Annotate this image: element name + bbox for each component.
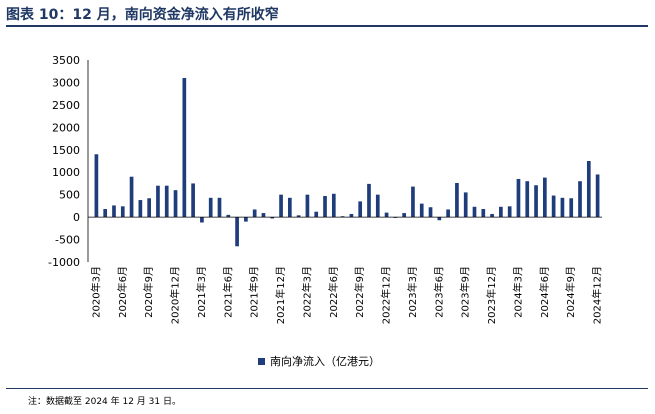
bar [147,198,151,218]
x-tick-label: 2021年3月 [195,266,208,318]
bar [323,196,327,218]
x-tick-label: 2022年12月 [380,266,393,324]
bar [367,183,371,218]
y-tick-label: 500 [59,189,80,202]
bar [305,194,310,218]
bar [208,197,213,218]
legend-swatch [258,358,265,365]
x-tick-label: 2024年9月 [564,266,577,318]
bar [331,193,336,218]
x-tick-label: 2023年3月 [406,266,419,318]
bar [384,212,389,218]
y-tick-label: 1000 [52,166,80,179]
bar [534,185,538,218]
bar [94,154,99,218]
y-tick-label: 2500 [52,99,80,112]
bar [490,213,494,218]
y-tick-label: -1000 [48,256,80,269]
bar [164,185,169,218]
bar [270,217,275,219]
bar [226,214,231,218]
bar [182,77,187,218]
bar [525,181,530,218]
bar [586,161,591,218]
x-tick-label: 2020年9月 [142,266,155,318]
bar [463,192,468,218]
bar [543,177,547,218]
bar [551,195,556,218]
bar [428,207,433,218]
x-tick-label: 2023年12月 [485,266,498,324]
bar [340,216,345,218]
bar [156,185,160,218]
y-tick-label: 3500 [52,54,80,67]
x-tick-label: 2024年6月 [538,266,551,318]
bar [499,206,503,218]
bar [419,203,424,218]
y-tick-label: 1500 [52,144,80,157]
x-tick-label: 2024年12月 [591,266,604,324]
bar [481,209,486,218]
x-tick-label: 2021年12月 [274,266,287,324]
note-divider [6,388,648,389]
footnote: 注：数据截至 2024 年 12 月 31 日。 [28,397,181,407]
x-tick-label: 2020年3月 [89,266,102,318]
bar [200,217,204,223]
x-tick-label: 2024年3月 [511,266,524,318]
bar [314,211,319,218]
bar [120,206,125,218]
bar [129,176,134,218]
bar [138,200,143,218]
bar [472,206,477,218]
bar [358,201,363,218]
x-tick-label: 2021年9月 [248,266,261,318]
bar [279,194,283,218]
bar [507,206,512,218]
legend-label: 南向净流入（亿港元） [270,354,380,368]
chart-title: 图表 10：12 月，南向资金净流入有所收窄 [6,7,279,23]
bar [173,190,178,218]
bar [402,213,406,218]
bar [217,197,222,218]
axis-lines [87,60,602,262]
bar [244,217,248,222]
bar [569,198,574,218]
x-tick-label: 2021年6月 [221,266,234,318]
bar [288,197,292,218]
bar [560,197,565,218]
x-tick-label: 2022年6月 [327,266,340,318]
x-tick-label: 2023年6月 [432,266,445,318]
y-axis: -1000 -500 0 500 1000 1500 2000 2500 3000 3500 [48,54,80,269]
bar [411,186,415,218]
bar [103,209,108,218]
bar [349,213,354,218]
bar [191,183,195,218]
bar [261,213,266,218]
bar [112,205,116,218]
y-tick-label: 3000 [52,76,80,89]
x-axis: 2020年3月 2020年6月 2020年9月 2020年12月 2021年3月 2021… [89,266,603,324]
bar [296,215,301,218]
x-tick-label: 2022年9月 [353,266,366,318]
legend: 南向净流入（亿港元） [258,354,380,368]
x-tick-label: 2020年6月 [116,266,129,318]
bar [516,178,521,218]
bar [578,181,582,218]
bar [595,174,600,218]
bar [455,183,459,218]
bar [437,217,442,221]
bar [235,217,239,247]
x-tick-label: 2023年9月 [459,266,472,318]
bar [375,194,380,218]
y-tick-label: -500 [55,234,80,247]
y-tick-label: 2000 [52,121,80,134]
x-tick-label: 2020年12月 [169,266,182,324]
y-tick-label: 0 [73,211,80,224]
bar [252,209,257,218]
x-tick-label: 2022年3月 [300,266,313,318]
bar [446,209,450,218]
bar-chart: -1000 -500 0 500 1000 1500 2000 2500 3000 3500 20… [48,54,604,368]
bar-series [94,77,600,247]
title-divider [6,25,648,27]
